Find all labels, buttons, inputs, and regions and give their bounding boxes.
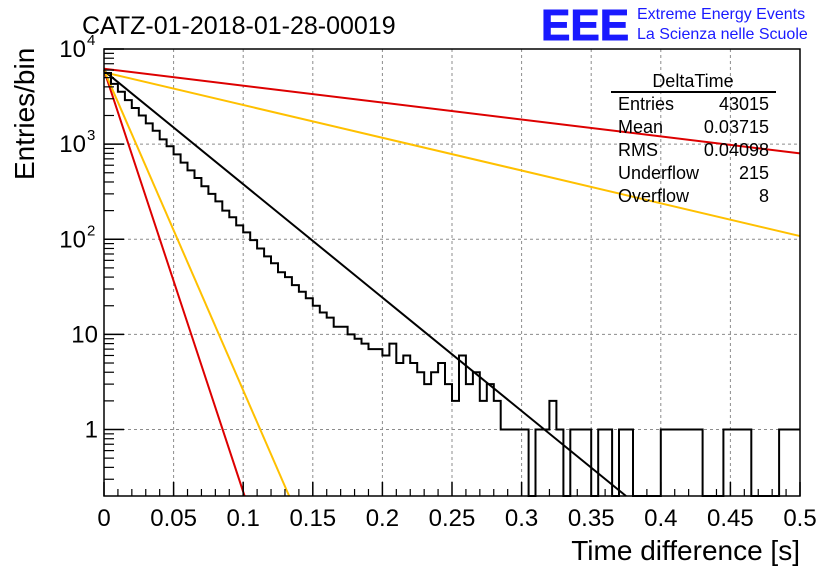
fit-lines — [103, 67, 801, 497]
y-tick-exponent: 4 — [87, 32, 95, 49]
fit-line — [103, 70, 627, 497]
x-tick-label: 0.1 — [227, 505, 260, 532]
logo-mark: EEE — [541, 1, 629, 50]
stats-label: Underflow — [618, 163, 700, 183]
fit-line — [103, 69, 291, 497]
stats-value: 0.04098 — [704, 140, 769, 160]
x-axis-title: Time difference [s] — [571, 535, 800, 566]
stats-box: DeltaTime Entries 43015 Mean 0.03715 RMS 0.04… — [611, 71, 776, 206]
x-tick-label: 0.35 — [568, 505, 615, 532]
fit-line — [103, 71, 801, 238]
x-tick-label: 0.15 — [289, 505, 336, 532]
x-tick-label: 0.2 — [366, 505, 399, 532]
stats-value: 8 — [759, 186, 769, 206]
x-tick-label: 0.25 — [429, 505, 476, 532]
stats-label: Mean — [618, 117, 663, 137]
x-tick-label: 0 — [97, 505, 110, 532]
x-tick-label: 0.05 — [150, 505, 197, 532]
stats-label: Entries — [618, 94, 674, 114]
y-tick-label: 10 — [71, 321, 98, 348]
y-tick-label: 10 — [59, 226, 86, 253]
y-tick-exponent: 3 — [87, 127, 95, 144]
grid — [104, 49, 800, 496]
stats-name: DeltaTime — [652, 71, 733, 91]
axis-ticks: 0 0.05 0.1 0.15 0.2 0.25 0.3 0.35 0.4 0.45 0.5 1 10 1… — [59, 32, 816, 532]
y-tick-exponent: 2 — [87, 222, 95, 239]
stats-label: Overflow — [618, 186, 690, 206]
logo-line1: Extreme Energy Events — [637, 6, 805, 23]
x-tick-label: 0.4 — [644, 505, 677, 532]
stats-value: 0.03715 — [704, 117, 769, 137]
stats-label: RMS — [618, 140, 658, 160]
plot-title: CATZ-01-2018-01-28-00019 — [82, 12, 396, 40]
y-tick-label: 1 — [85, 417, 98, 444]
x-tick-label: 0.45 — [707, 505, 754, 532]
stats-rows: Entries 43015 Mean 0.03715 RMS 0.04098Underfl… — [618, 94, 769, 206]
y-axis-title: Entries/bin — [9, 48, 40, 180]
fit-line — [103, 69, 246, 497]
stats-value: 43015 — [719, 94, 769, 114]
fit-line — [103, 67, 801, 155]
y-tick-label: 10 — [59, 36, 86, 63]
stats-value: 215 — [739, 163, 769, 183]
y-tick-label: 10 — [59, 131, 86, 158]
logo-line2: La Scienza nelle Scuole — [637, 26, 808, 43]
x-tick-label: 0.3 — [505, 505, 538, 532]
eee-logo: EEE Extreme Energy Events La Scienza nel… — [541, 1, 808, 51]
x-tick-label: 0.5 — [783, 505, 816, 532]
